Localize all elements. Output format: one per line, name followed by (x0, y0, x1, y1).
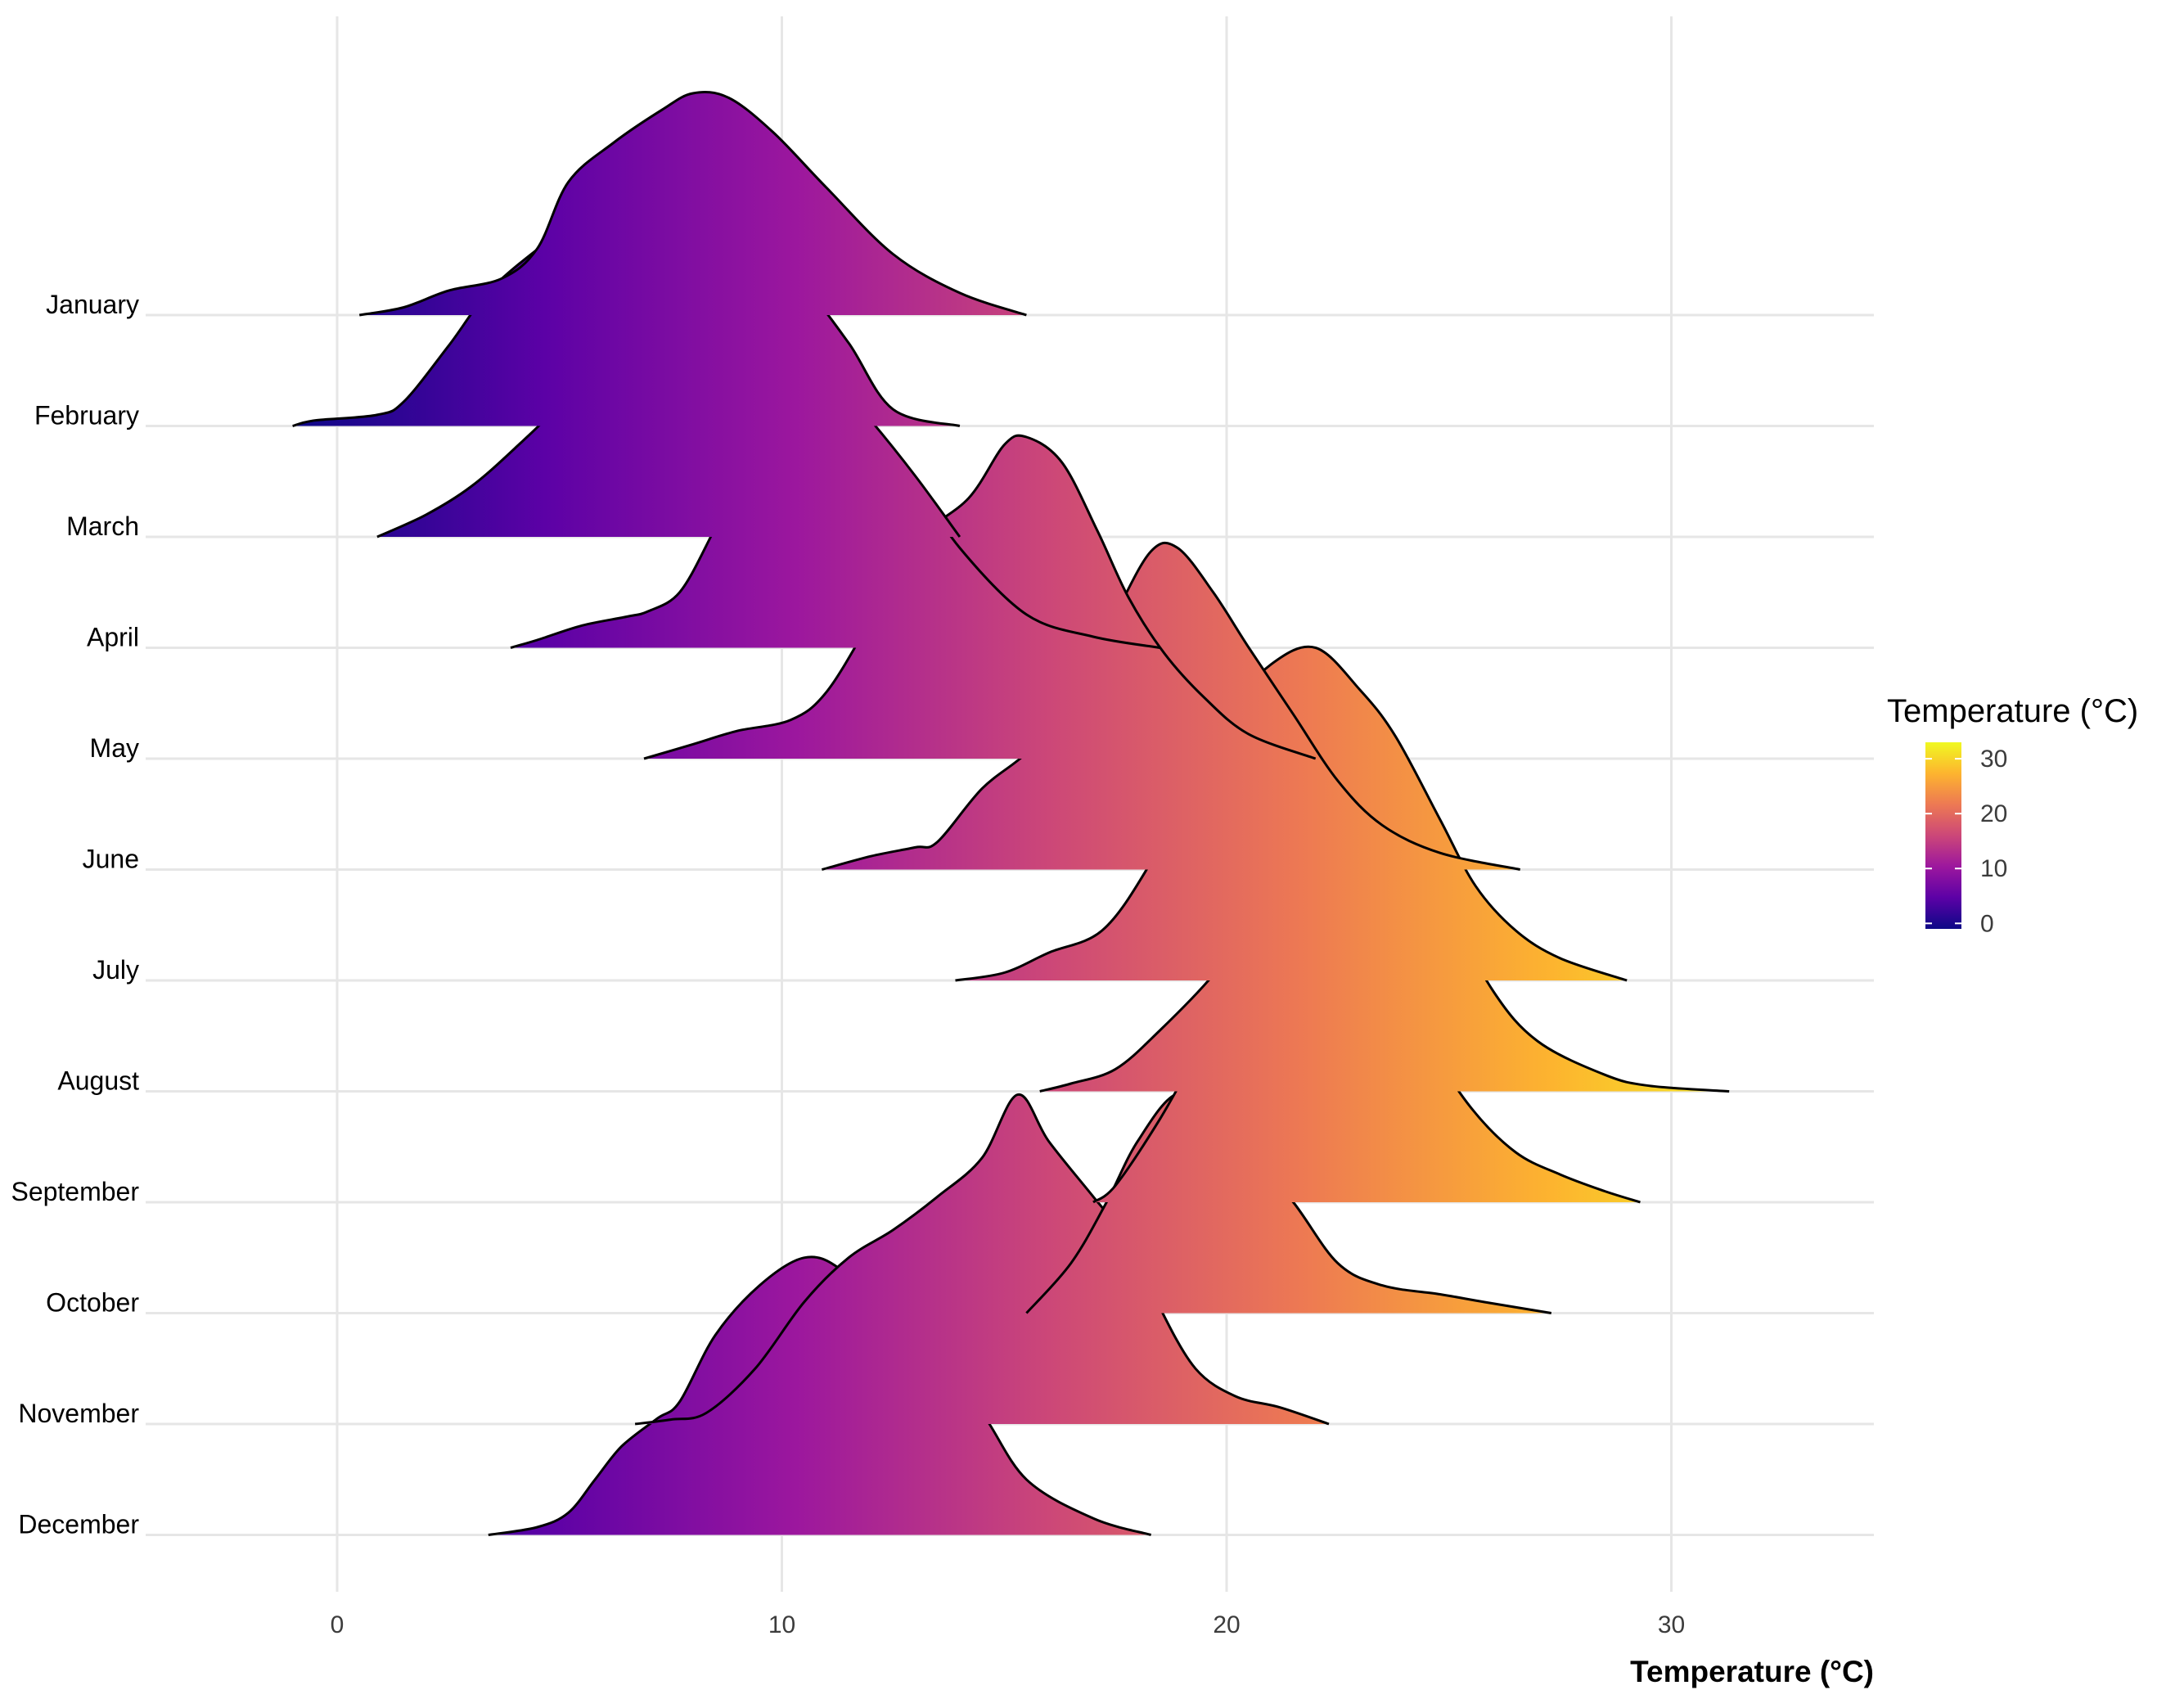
month-label: February (34, 401, 139, 430)
x-tick-label: 30 (1658, 1611, 1685, 1638)
ridge-outline (822, 541, 1521, 871)
legend-ticks: 0 10 20 30 (1925, 746, 2007, 937)
month-label: September (11, 1177, 139, 1206)
ridge-november (634, 1093, 1330, 1426)
x-tick-label: 10 (768, 1611, 795, 1638)
month-label: October (46, 1288, 139, 1318)
x-tick-label: 20 (1213, 1611, 1240, 1638)
x-axis: 0 10 20 30 (331, 1611, 1686, 1638)
legend: Temperature (°C) 0 10 20 30 (1887, 693, 2138, 937)
ridge-outline (358, 91, 1027, 317)
ridge-fill (635, 1094, 1329, 1424)
month-label: March (66, 511, 139, 541)
ridge-outline (634, 1093, 1330, 1426)
legend-tick-label: 10 (1980, 855, 2007, 882)
month-label: June (83, 845, 139, 874)
legend-tick-label: 30 (1980, 746, 2007, 773)
month-label: July (92, 955, 139, 985)
ridge-outline (643, 434, 1317, 760)
ridge-layer (292, 91, 1730, 1536)
ridge-fill (359, 92, 1027, 316)
x-axis-title: Temperature (°C) (1630, 1655, 1874, 1688)
month-label: May (90, 733, 139, 763)
legend-title: Temperature (°C) (1887, 693, 2138, 729)
month-label: January (46, 290, 139, 319)
month-label: December (18, 1510, 139, 1539)
ridge-outline (955, 645, 1628, 982)
legend-tick-label: 0 (1980, 910, 1994, 937)
month-label: August (57, 1066, 139, 1096)
x-tick-label: 0 (331, 1611, 344, 1638)
legend-colorbar (1925, 742, 1961, 929)
ridge-outline (488, 1255, 1152, 1536)
month-label: April (87, 623, 139, 652)
legend-tick-label: 20 (1980, 800, 2007, 827)
month-axis: January February March April May June July Augu… (11, 290, 139, 1539)
month-label: November (18, 1399, 139, 1428)
ridge-january (358, 91, 1027, 317)
